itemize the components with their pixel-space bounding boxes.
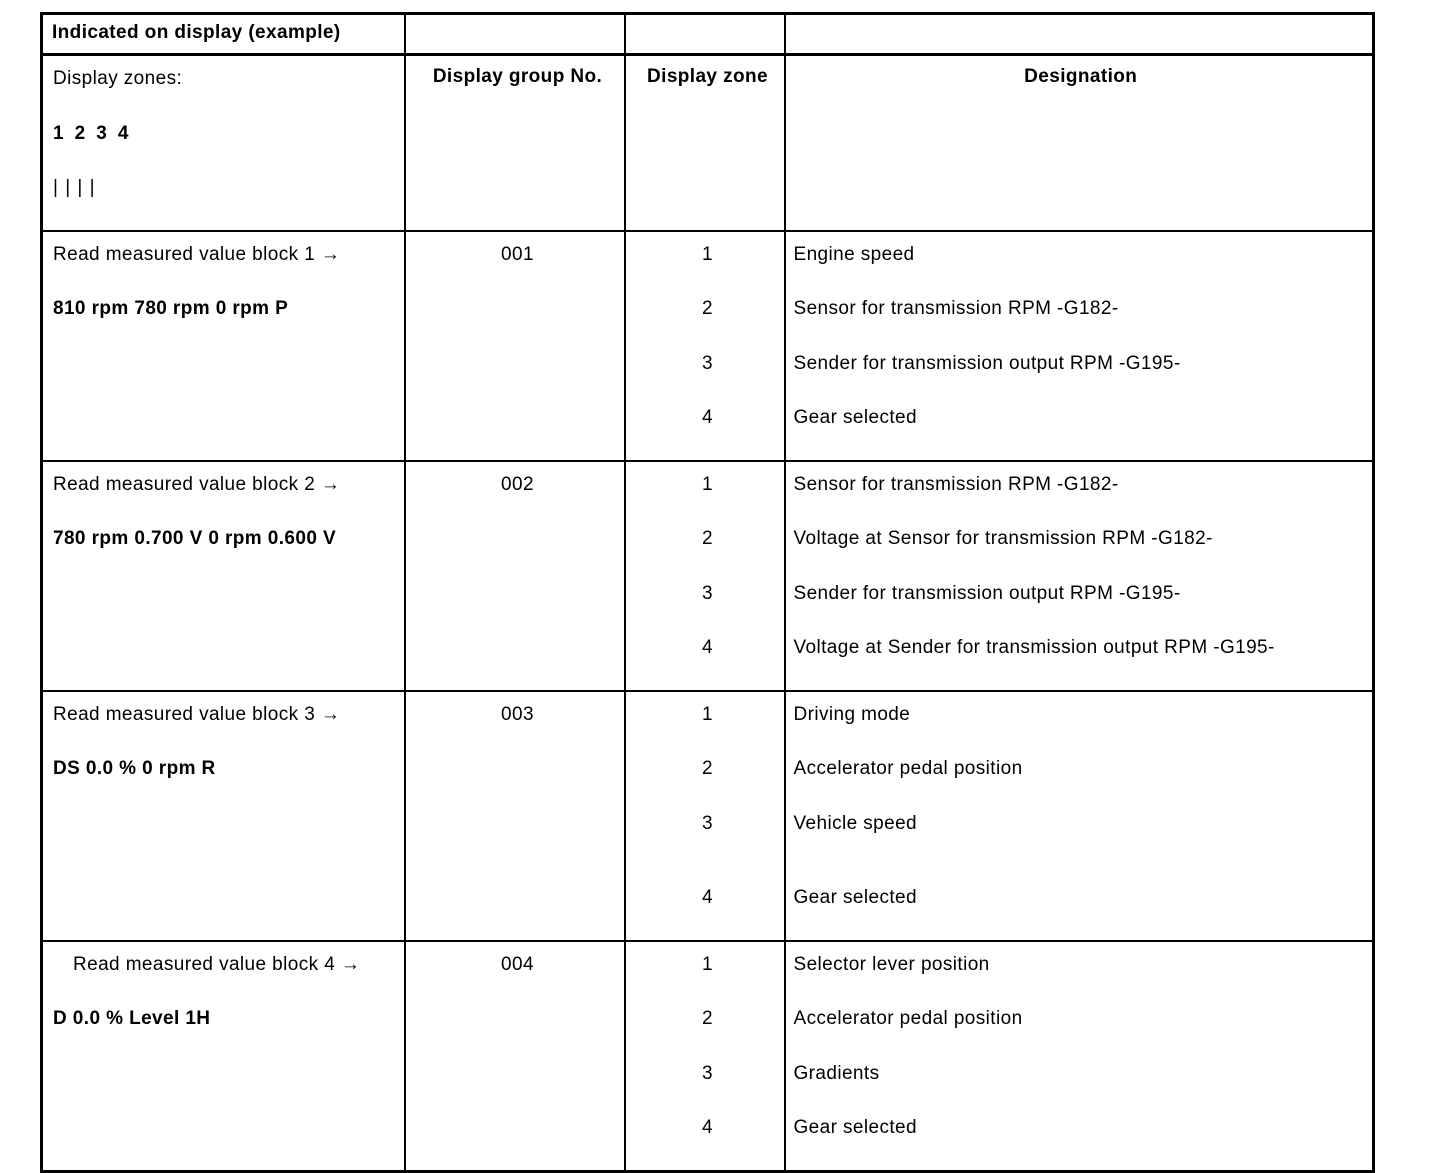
zone-number: 3 <box>702 812 713 834</box>
title-cell: Indicated on display (example) <box>40 12 406 56</box>
zone-number: 1 <box>702 953 713 975</box>
designation-text: Engine speed <box>793 243 915 265</box>
block-4-command-cell: Read measured value block 4 → D 0.0 % Le… <box>40 939 406 1172</box>
designation-text: Gradients <box>793 1062 880 1084</box>
block-4-example-display: D 0.0 % Level 1H <box>53 1008 211 1029</box>
zone-number: 1 <box>702 703 713 725</box>
header-group-no-cell: Display group No. <box>403 53 626 232</box>
designation-text: Sensor for transmission RPM -G182- <box>793 473 1119 495</box>
header-display-zone-cell: Display zone <box>623 53 786 232</box>
measured-value-block-4-row: Read measured value block 4 → D 0.0 % Le… <box>40 939 1375 1172</box>
designation-text: Sender for transmission output RPM -G195… <box>793 352 1181 374</box>
zone-number: 3 <box>702 352 713 374</box>
header-display-zones-cell: Display zones: 1 2 3 4 | | | | <box>40 53 406 232</box>
measured-value-block-3-row: Read measured value block 3 → DS 0.0 % 0… <box>40 689 1375 942</box>
designation-text: Driving mode <box>793 703 911 725</box>
designation-text: Vehicle speed <box>793 812 918 834</box>
zone-number: 2 <box>702 1008 713 1029</box>
block-3-designations-cell: Driving mode Accelerator pedal position … <box>783 689 1375 942</box>
designation-text: Selector lever position <box>793 953 990 975</box>
block-2-command: Read measured value block 2 → <box>53 473 341 495</box>
block-1-zones-cell: 1 2 3 4 <box>623 229 786 462</box>
display-zones-bars: | | | | <box>53 177 96 198</box>
block-4-designations-cell: Selector lever position Accelerator peda… <box>783 939 1375 1172</box>
zone-number: 4 <box>702 407 713 428</box>
block-1-command-cell: Read measured value block 1 → 810 rpm 78… <box>40 229 406 462</box>
header-designation-cell: Designation <box>783 53 1375 232</box>
designation-text: Gear selected <box>793 407 917 428</box>
block-3-example-display: DS 0.0 % 0 rpm R <box>53 758 216 779</box>
group-no-value: 001 <box>501 243 534 265</box>
zone-number: 3 <box>702 1062 713 1084</box>
block-4-command: Read measured value block 4 → <box>73 953 361 975</box>
block-1-example-display: 810 rpm 780 rpm 0 rpm P <box>53 298 289 319</box>
title-empty-cell-1 <box>403 12 626 56</box>
measured-value-block-1-row: Read measured value block 1 → 810 rpm 78… <box>40 229 1375 462</box>
column-header-designation: Designation <box>1024 66 1138 87</box>
block-3-zones-cell: 1 2 3 4 <box>623 689 786 942</box>
block-4-zones-cell: 1 2 3 4 <box>623 939 786 1172</box>
group-no-value: 002 <box>501 473 534 495</box>
block-1-command: Read measured value block 1 → <box>53 243 341 265</box>
zone-number: 2 <box>702 758 713 779</box>
block-1-designations-cell: Engine speed Sensor for transmission RPM… <box>783 229 1375 462</box>
column-header-display-group-no: Display group No. <box>432 66 603 87</box>
title-row: Indicated on display (example) <box>40 12 1375 56</box>
measured-value-block-2-row: Read measured value block 2 → 780 rpm 0.… <box>40 459 1375 692</box>
designation-text: Sensor for transmission RPM -G182- <box>793 298 1119 319</box>
block-2-example-display: 780 rpm 0.700 V 0 rpm 0.600 V <box>53 528 337 549</box>
designation-text: Accelerator pedal position <box>793 1008 1023 1029</box>
zone-number: 2 <box>702 298 713 319</box>
zone-number: 1 <box>702 243 713 265</box>
designation-text: Voltage at Sender for transmission outpu… <box>793 637 1275 658</box>
group-no-value: 004 <box>501 953 534 975</box>
group-no-value: 003 <box>501 703 534 725</box>
block-3-command-cell: Read measured value block 3 → DS 0.0 % 0… <box>40 689 406 942</box>
display-groups-table: Indicated on display (example) Display z… <box>40 12 1375 1173</box>
display-zones-numbers: 1 2 3 4 <box>53 122 129 144</box>
zone-number: 4 <box>702 1117 713 1138</box>
header-row: Display zones: 1 2 3 4 | | | | Display g… <box>40 53 1375 232</box>
zone-number: 2 <box>702 528 713 549</box>
designation-text: Accelerator pedal position <box>793 758 1023 779</box>
block-3-command: Read measured value block 3 → <box>53 703 341 725</box>
designation-text: Gear selected <box>793 887 917 908</box>
title-empty-cell-2 <box>623 12 786 56</box>
block-3-group-no-cell: 003 <box>403 689 626 942</box>
table-title: Indicated on display (example) <box>52 22 341 43</box>
block-1-group-no-cell: 001 <box>403 229 626 462</box>
document-page: Indicated on display (example) Display z… <box>40 12 1375 1173</box>
designation-text: Gear selected <box>793 1117 917 1138</box>
zone-number: 4 <box>702 637 713 658</box>
zone-number: 1 <box>702 473 713 495</box>
block-2-zones-cell: 1 2 3 4 <box>623 459 786 692</box>
column-header-display-zone: Display zone <box>647 66 768 87</box>
zone-number: 3 <box>702 582 713 604</box>
title-empty-cell-3 <box>783 12 1375 56</box>
zone-number: 4 <box>702 887 713 908</box>
designation-text: Sender for transmission output RPM -G195… <box>793 582 1181 604</box>
block-4-group-no-cell: 004 <box>403 939 626 1172</box>
block-2-group-no-cell: 002 <box>403 459 626 692</box>
display-zones-label: Display zones: <box>53 68 183 89</box>
designation-text: Voltage at Sensor for transmission RPM -… <box>793 528 1213 549</box>
block-2-command-cell: Read measured value block 2 → 780 rpm 0.… <box>40 459 406 692</box>
block-2-designations-cell: Sensor for transmission RPM -G182- Volta… <box>783 459 1375 692</box>
